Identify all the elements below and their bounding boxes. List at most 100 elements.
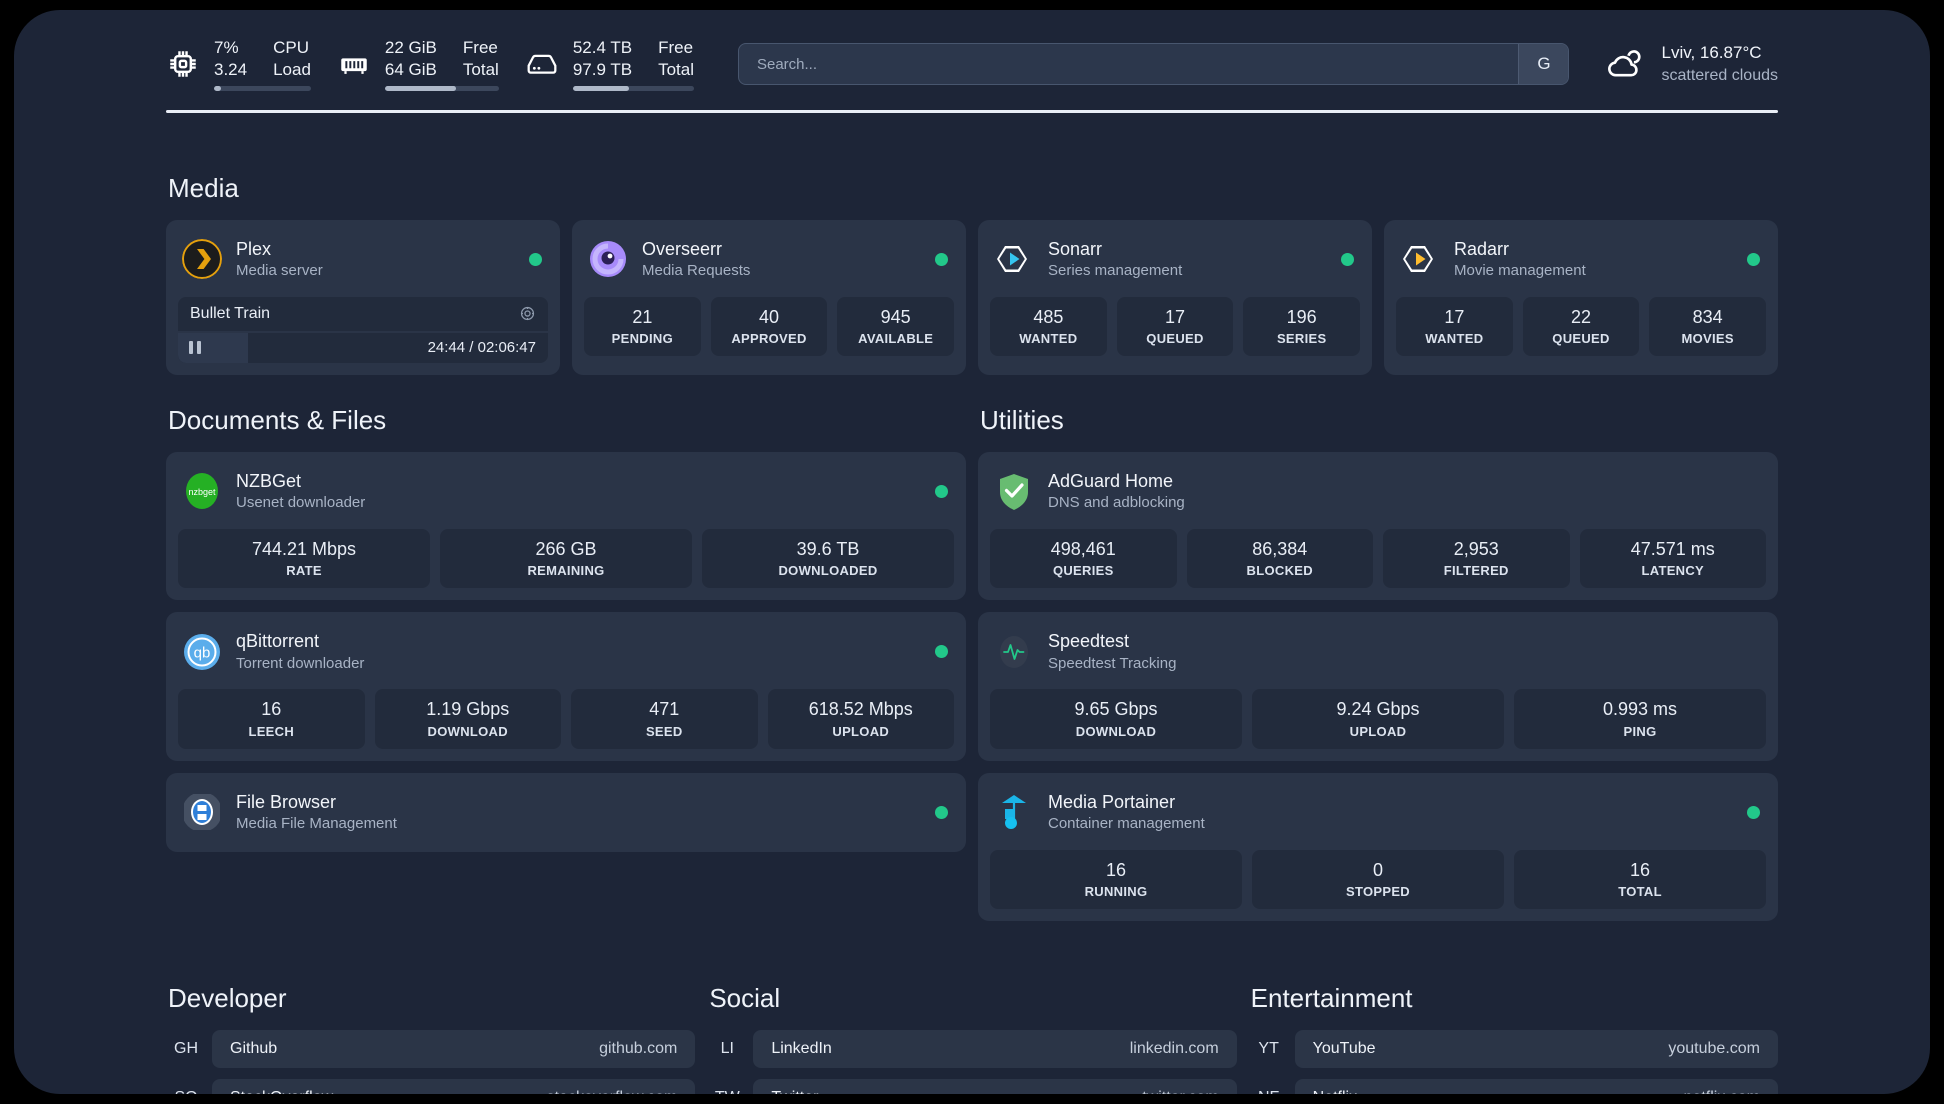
weather-location-temp: Lviv, 16.87°C [1661, 42, 1762, 62]
utilities-section: Utilities AdGuard Home [978, 405, 1778, 922]
service-card-plex[interactable]: Plex Media server Bullet Train [166, 220, 560, 375]
service-name: Media Portainer [1048, 791, 1176, 812]
service-desc: Container management [1048, 815, 1205, 833]
media-section: Media Plex Media server [166, 173, 1778, 375]
memory-total: 64 GiB [384, 59, 437, 79]
mid-sections: Documents & Files nzbget NZBGet [166, 404, 1778, 922]
stat-label: PING [1623, 723, 1657, 739]
bookmark-group-entertainment: Entertainment YT YouTube youtube.com NF … [1249, 983, 1778, 1094]
stat-cell: 47.571 ms LATENCY [1579, 528, 1766, 589]
stat-value: 0 [1372, 859, 1383, 880]
bookmark-abbr: LI [720, 1040, 734, 1058]
search-area: G [737, 43, 1570, 85]
speedtest-pulse-icon [994, 632, 1034, 672]
service-card-overseerr[interactable]: Overseerr Media Requests 21 PENDING 40 A… [572, 220, 966, 375]
search-engine-button[interactable]: G [1518, 44, 1569, 84]
cpu-icon [166, 47, 200, 81]
radarr-icon [1400, 239, 1440, 279]
bookmark-item[interactable]: SO StackOverflow stackoverflow.com [166, 1079, 696, 1094]
stat-value: 9.65 Gbps [1074, 699, 1158, 720]
stat-label: SEED [645, 723, 683, 739]
bookmark-list: GH Github github.com SO StackOverflow st… [166, 1030, 696, 1094]
service-name: NZBGet [236, 470, 302, 491]
gear-icon[interactable] [519, 305, 536, 322]
stat-cell: 16 TOTAL [1514, 849, 1766, 910]
stat-cell: 21 PENDING [584, 296, 701, 357]
svg-text:qb: qb [194, 644, 211, 661]
service-desc: Torrent downloader [236, 654, 365, 672]
bookmark-url: youtube.com [1668, 1040, 1760, 1058]
service-card-adguard[interactable]: AdGuard Home DNS and adblocking 498,461 … [978, 451, 1778, 601]
bookmark-abbr: NF [1249, 1079, 1289, 1094]
bookmark-item[interactable]: GH Github github.com [166, 1030, 696, 1069]
service-card-nzbget[interactable]: nzbget NZBGet Usenet downloader 74 [166, 451, 966, 601]
stat-value: 2,953 [1453, 538, 1499, 559]
bookmark-item[interactable]: NF Netflix netflix.com [1249, 1079, 1778, 1094]
service-name: Radarr [1454, 239, 1510, 259]
service-desc: Media server [236, 262, 323, 280]
stat-label: TOTAL [1618, 884, 1662, 900]
stat-cell: 618.52 Mbps UPLOAD [767, 689, 954, 749]
service-card-filebrowser[interactable]: File Browser Media File Management [166, 772, 966, 852]
now-playing-title: Bullet Train [190, 304, 271, 322]
stat-label: DOWNLOAD [1075, 723, 1157, 739]
cpu-loadavg: 3.24 [214, 59, 248, 79]
bookmark-abbr: YT [1258, 1040, 1279, 1058]
cpu-label: CPU [273, 37, 309, 57]
header-divider [166, 110, 1778, 113]
stat-cell: 17 QUEUED [1116, 296, 1234, 357]
service-card-radarr[interactable]: Radarr Movie management 17 WANTED 22 QUE… [1384, 220, 1778, 375]
documents-section-title: Documents & Files [168, 404, 387, 435]
stat-label: FILTERED [1443, 563, 1509, 579]
stat-label: DOWNLOAD [427, 723, 508, 739]
stat-value: 22 [1570, 306, 1592, 327]
search-box[interactable]: G [737, 43, 1570, 85]
search-input[interactable] [738, 44, 1519, 84]
playback-progress-bar[interactable]: 24:44 / 02:06:47 [178, 332, 548, 363]
stat-cell: 471 SEED [571, 689, 758, 749]
stat-cell: 9.24 Gbps UPLOAD [1252, 689, 1504, 749]
stat-value: 39.6 TB [796, 538, 860, 559]
stat-value: 17 [1164, 306, 1186, 327]
now-playing-title-row: Bullet Train [178, 296, 548, 331]
stats-row: 485 WANTED 17 QUEUED 196 SERIES [990, 296, 1361, 357]
service-card-speedtest[interactable]: Speedtest Speedtest Tracking 9.65 Gbps D… [978, 612, 1778, 761]
stats-row: 17 WANTED 22 QUEUED 834 MOVIES [1396, 296, 1767, 357]
stat-value: 498,461 [1050, 538, 1116, 559]
service-card-qbittorrent[interactable]: qb qBittorrent Torrent downloader [166, 612, 966, 761]
service-desc: DNS and adblocking [1048, 494, 1185, 512]
bookmark-abbr: GH [174, 1040, 198, 1058]
plex-now-playing: Bullet Train 24:44 / 02:06:4 [178, 296, 548, 363]
bookmark-url: netflix.com [1684, 1089, 1760, 1094]
stat-cell: 22 QUEUED [1522, 296, 1640, 357]
disk-free: 52.4 TB [572, 37, 633, 57]
card-header: qb qBittorrent Torrent downloader [178, 624, 954, 679]
stat-label: RUNNING [1084, 884, 1148, 900]
stat-cell: 834 MOVIES [1649, 296, 1767, 357]
stat-value: 21 [632, 306, 653, 327]
bookmark-item[interactable]: YT YouTube youtube.com [1249, 1030, 1778, 1069]
bookmark-name: Twitter [771, 1089, 818, 1094]
card-header: Speedtest Speedtest Tracking [990, 624, 1766, 679]
disk-total: 97.9 TB [572, 59, 633, 79]
stats-row: 9.65 Gbps DOWNLOAD 9.24 Gbps UPLOAD 0.99… [990, 689, 1766, 749]
service-card-sonarr[interactable]: Sonarr Series management 485 WANTED 17 Q… [978, 220, 1372, 375]
stat-label: SERIES [1276, 331, 1327, 347]
status-indicator [935, 484, 948, 498]
bookmark-group-developer: Developer GH Github github.com SO StackO… [166, 983, 696, 1094]
status-indicator [935, 645, 948, 659]
bookmark-group-social: Social LI LinkedIn linkedin.com TW Twitt… [707, 983, 1237, 1094]
bookmark-url: twitter.com [1142, 1089, 1218, 1094]
stat-label: REMAINING [527, 563, 605, 579]
service-desc: Media File Management [236, 815, 397, 833]
sonarr-icon [994, 239, 1034, 279]
stat-label: APPROVED [731, 331, 807, 347]
pause-icon[interactable] [189, 341, 201, 355]
bookmark-item[interactable]: TW Twitter twitter.com [707, 1079, 1237, 1094]
service-name: AdGuard Home [1048, 470, 1174, 491]
qbittorrent-icon: qb [182, 632, 222, 672]
service-card-portainer[interactable]: Media Portainer Container management 16 … [978, 772, 1778, 922]
stat-value: 9.24 Gbps [1336, 699, 1420, 720]
bookmark-item[interactable]: LI LinkedIn linkedin.com [707, 1030, 1237, 1069]
stat-cell: 498,461 QUERIES [990, 528, 1177, 589]
